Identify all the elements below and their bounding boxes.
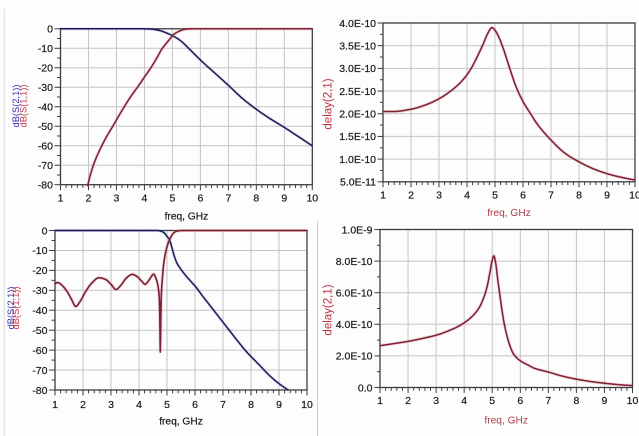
- svg-text:6: 6: [520, 189, 526, 201]
- svg-text:freq, GHz: freq, GHz: [484, 415, 528, 426]
- svg-text:0: 0: [47, 24, 53, 36]
- svg-text:-50: -50: [38, 121, 53, 133]
- svg-text:4: 4: [461, 395, 467, 407]
- svg-text:dB(S(1,1)): dB(S(1,1)): [18, 85, 28, 128]
- svg-text:8: 8: [253, 192, 259, 204]
- svg-text:8: 8: [248, 399, 254, 411]
- svg-text:1.0E-10: 1.0E-10: [339, 154, 376, 166]
- svg-text:10: 10: [629, 189, 639, 201]
- svg-text:10: 10: [306, 192, 318, 204]
- svg-text:-30: -30: [38, 82, 53, 94]
- svg-text:1.5E-10: 1.5E-10: [339, 131, 376, 143]
- svg-text:freq, GHz: freq, GHz: [159, 417, 203, 428]
- svg-text:1: 1: [58, 192, 64, 204]
- svg-text:6: 6: [192, 399, 198, 411]
- svg-text:9: 9: [604, 189, 610, 201]
- svg-text:0.0: 0.0: [358, 382, 373, 394]
- svg-text:5: 5: [169, 192, 175, 204]
- svg-text:9: 9: [602, 395, 608, 407]
- svg-text:3.0E-10: 3.0E-10: [339, 63, 376, 75]
- svg-text:-20: -20: [32, 265, 47, 277]
- svg-text:7: 7: [545, 395, 551, 407]
- svg-text:dB(S(2,1)): dB(S(2,1)): [6, 287, 16, 330]
- svg-text:2.0E-10: 2.0E-10: [336, 351, 373, 363]
- svg-text:7: 7: [220, 399, 226, 411]
- svg-text:2: 2: [408, 189, 414, 201]
- svg-text:3: 3: [433, 395, 439, 407]
- svg-text:freq, GHz: freq, GHz: [487, 208, 531, 219]
- svg-text:-10: -10: [32, 245, 47, 257]
- svg-text:4.0E-10: 4.0E-10: [339, 18, 376, 30]
- svg-text:freq, GHz: freq, GHz: [165, 211, 209, 222]
- svg-text:-40: -40: [32, 305, 47, 317]
- svg-text:10: 10: [627, 395, 639, 407]
- svg-text:7: 7: [225, 192, 231, 204]
- svg-text:5: 5: [489, 395, 495, 407]
- svg-text:4: 4: [142, 192, 148, 204]
- svg-text:8: 8: [573, 395, 579, 407]
- svg-text:-40: -40: [38, 102, 53, 114]
- svg-text:-70: -70: [32, 365, 47, 377]
- svg-text:dB(S(1,1)): dB(S(1,1)): [11, 287, 21, 330]
- svg-text:3: 3: [114, 192, 120, 204]
- svg-text:delay(2,1): delay(2,1): [322, 284, 334, 335]
- svg-text:10: 10: [301, 399, 313, 411]
- svg-text:4: 4: [464, 189, 470, 201]
- svg-text:8.0E-10: 8.0E-10: [336, 256, 373, 268]
- svg-text:1: 1: [380, 189, 386, 201]
- svg-text:-60: -60: [38, 141, 53, 153]
- svg-text:5.0E-11: 5.0E-11: [340, 177, 376, 189]
- svg-text:-50: -50: [32, 325, 47, 337]
- svg-text:8: 8: [576, 189, 582, 201]
- svg-text:2.5E-10: 2.5E-10: [339, 86, 376, 98]
- svg-text:6: 6: [197, 192, 203, 204]
- svg-text:3.5E-10: 3.5E-10: [339, 40, 376, 52]
- svg-text:5: 5: [164, 399, 170, 411]
- svg-text:-80: -80: [38, 180, 53, 192]
- svg-text:1.0E-9: 1.0E-9: [342, 224, 373, 236]
- svg-text:4: 4: [136, 399, 142, 411]
- svg-text:2: 2: [80, 399, 86, 411]
- svg-text:0: 0: [42, 225, 48, 237]
- svg-text:-80: -80: [32, 385, 47, 397]
- svg-text:2.0E-10: 2.0E-10: [339, 109, 376, 121]
- svg-text:9: 9: [281, 192, 287, 204]
- svg-text:dB(S(2,1)): dB(S(2,1)): [11, 85, 21, 128]
- svg-text:2: 2: [405, 395, 411, 407]
- svg-text:-10: -10: [38, 43, 53, 55]
- svg-text:4.0E-10: 4.0E-10: [336, 319, 373, 331]
- svg-text:9: 9: [276, 399, 282, 411]
- svg-text:7: 7: [548, 189, 554, 201]
- svg-text:-20: -20: [38, 63, 53, 75]
- svg-text:1: 1: [52, 399, 58, 411]
- svg-text:3: 3: [436, 189, 442, 201]
- svg-text:5: 5: [492, 189, 498, 201]
- svg-text:-70: -70: [38, 160, 53, 172]
- svg-text:-30: -30: [32, 285, 47, 297]
- svg-text:6: 6: [517, 395, 523, 407]
- svg-text:3: 3: [108, 399, 114, 411]
- svg-text:-60: -60: [32, 345, 47, 357]
- svg-text:2: 2: [86, 192, 92, 204]
- svg-text:6.0E-10: 6.0E-10: [336, 288, 373, 300]
- svg-text:1: 1: [377, 395, 383, 407]
- svg-text:delay(2,1): delay(2,1): [323, 78, 335, 129]
